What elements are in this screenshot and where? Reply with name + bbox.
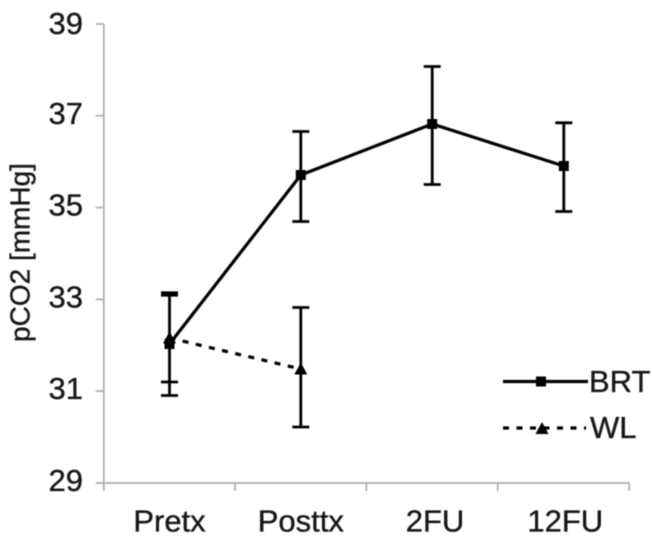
svg-text:Posttx: Posttx <box>258 504 345 539</box>
svg-text:WL: WL <box>590 410 637 445</box>
svg-text:31: 31 <box>49 371 83 406</box>
svg-text:33: 33 <box>49 279 83 314</box>
svg-text:35: 35 <box>49 188 83 223</box>
svg-text:37: 37 <box>49 96 83 131</box>
svg-text:12FU: 12FU <box>527 504 603 539</box>
svg-text:2FU: 2FU <box>406 504 465 539</box>
svg-text:39: 39 <box>49 6 83 41</box>
svg-text:BRT: BRT <box>589 364 651 399</box>
svg-text:29: 29 <box>49 463 83 498</box>
svg-text:Pretx: Pretx <box>133 504 206 539</box>
svg-text:pCO2 [mmHg]: pCO2 [mmHg] <box>5 163 36 342</box>
